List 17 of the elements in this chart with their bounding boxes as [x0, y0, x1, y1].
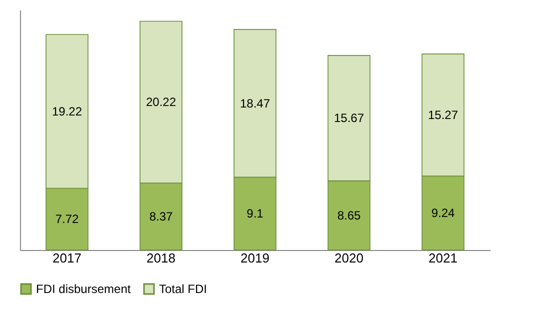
data-label: 9.1 [246, 206, 264, 221]
data-label: 19.22 [52, 104, 82, 118]
legend-label: FDI disbursement [36, 282, 132, 296]
x-tick-label: 2018 [146, 250, 176, 266]
x-tick-label: 2017 [52, 250, 82, 266]
data-label: 8.37 [149, 210, 173, 224]
data-label: 8.65 [337, 208, 361, 222]
x-tick-label: 2020 [334, 250, 364, 266]
data-label: 20.22 [146, 95, 176, 110]
legend-label: Total FDI [159, 282, 208, 296]
data-label: 7.72 [55, 212, 79, 226]
data-label: 9.24 [431, 206, 455, 220]
x-tick-label: 2019 [240, 250, 270, 266]
data-label: 18.47 [240, 96, 270, 110]
x-tick-label: 2021 [428, 250, 458, 266]
data-label: 15.27 [428, 108, 458, 122]
data-label: 15.67 [334, 111, 364, 126]
